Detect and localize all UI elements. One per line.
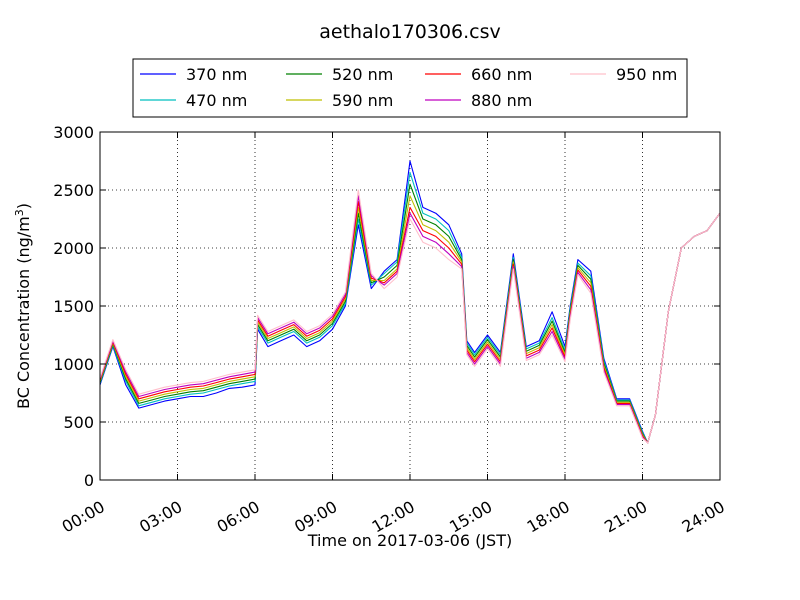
x-tick-label: 03:00 [136, 497, 185, 537]
legend-label: 520 nm [332, 65, 393, 84]
y-tick-label: 3000 [53, 123, 94, 142]
x-tick-label: 00:00 [59, 497, 108, 537]
y-tick-label: 1500 [53, 297, 94, 316]
x-tick-label: 18:00 [524, 497, 573, 537]
chart-title: aethalo170306.csv [319, 21, 501, 43]
legend-label: 880 nm [471, 91, 532, 110]
y-axis-label: BC Concentration (ng/m3) [13, 203, 33, 409]
y-tick-label: 1000 [53, 355, 94, 374]
series-line-590-nm [99, 195, 721, 444]
legend-entries: 370 nm 470 nm 520 nm 590 nm 660 nm 880 nm 950 … [140, 65, 677, 110]
y-tick-label: 2000 [53, 239, 94, 258]
legend-label: 950 nm [616, 65, 677, 84]
legend-label: 660 nm [471, 65, 532, 84]
series-line-370-nm [99, 160, 721, 444]
axis-ticks: 00:00 03:00 06:00 09:00 12:00 15:00 18:00 21:00… [53, 123, 728, 537]
y-tick-label: 500 [63, 413, 94, 432]
x-tick-label: 24:00 [679, 497, 728, 537]
series-line-470-nm [99, 172, 721, 444]
y-axis-label-main: BC Concentration (ng/m [14, 216, 33, 409]
x-axis-label: Time on 2017-03-06 (JST) [307, 531, 512, 550]
series-line-660-nm [99, 201, 721, 444]
y-tick-label: 0 [84, 471, 94, 490]
x-tick-label: 21:00 [601, 497, 650, 537]
y-axis-label-end: ) [14, 203, 33, 209]
legend: 370 nm 470 nm 520 nm 590 nm 660 nm 880 nm 950 … [132, 58, 688, 118]
series-line-880-nm [99, 195, 721, 444]
legend-label: 370 nm [186, 65, 247, 84]
y-tick-label: 2500 [53, 181, 94, 200]
legend-label: 470 nm [186, 91, 247, 110]
series-line-950-nm [99, 189, 721, 444]
x-tick-label: 06:00 [214, 497, 263, 537]
y-axis-label-sup: 3 [13, 209, 26, 216]
legend-box [132, 58, 688, 118]
legend-label: 590 nm [332, 91, 393, 110]
grid [100, 132, 720, 480]
series-line-520-nm [99, 183, 721, 444]
series-lines [99, 160, 721, 444]
